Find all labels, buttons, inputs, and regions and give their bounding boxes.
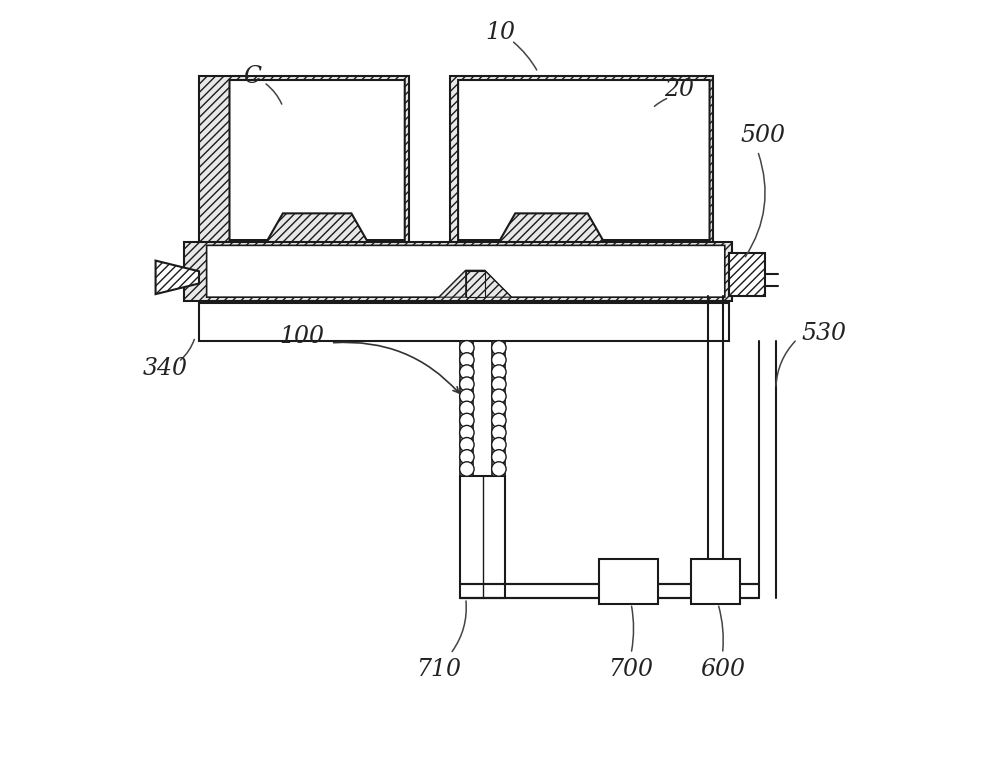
Polygon shape	[485, 271, 511, 297]
Circle shape	[492, 450, 506, 464]
Bar	[199, 76, 409, 244]
Circle shape	[492, 425, 506, 440]
Text: 530: 530	[801, 322, 846, 345]
Circle shape	[492, 365, 506, 379]
Polygon shape	[439, 271, 466, 297]
Circle shape	[460, 402, 474, 416]
Circle shape	[460, 353, 474, 367]
Circle shape	[460, 425, 474, 440]
Circle shape	[492, 437, 506, 452]
Polygon shape	[207, 245, 725, 297]
Text: 600: 600	[700, 658, 745, 680]
Circle shape	[460, 450, 474, 464]
Circle shape	[492, 377, 506, 392]
Bar	[492, 341, 505, 476]
Text: C: C	[243, 65, 261, 88]
Circle shape	[492, 389, 506, 404]
Circle shape	[460, 389, 474, 404]
Bar	[690, 559, 740, 604]
Circle shape	[492, 353, 506, 367]
Text: 710: 710	[417, 658, 462, 680]
Circle shape	[492, 462, 506, 476]
Text: 340: 340	[142, 357, 187, 380]
Text: 700: 700	[609, 658, 654, 680]
Bar	[199, 303, 729, 341]
Bar	[184, 242, 732, 301]
Circle shape	[460, 365, 474, 379]
Polygon shape	[156, 261, 199, 294]
Text: 100: 100	[279, 325, 324, 348]
Bar	[599, 559, 658, 604]
Polygon shape	[466, 271, 485, 297]
Bar	[460, 341, 473, 476]
Circle shape	[492, 402, 506, 416]
Circle shape	[460, 377, 474, 392]
Circle shape	[492, 341, 506, 355]
Bar	[450, 76, 713, 244]
Bar	[460, 476, 505, 598]
Text: 10: 10	[485, 21, 515, 44]
Circle shape	[460, 437, 474, 452]
Circle shape	[460, 413, 474, 427]
Polygon shape	[229, 80, 405, 240]
Circle shape	[492, 413, 506, 427]
Bar	[729, 253, 765, 296]
Text: 20: 20	[664, 78, 694, 101]
Circle shape	[460, 341, 474, 355]
Text: 500: 500	[740, 124, 785, 147]
Polygon shape	[458, 80, 710, 240]
Circle shape	[460, 462, 474, 476]
